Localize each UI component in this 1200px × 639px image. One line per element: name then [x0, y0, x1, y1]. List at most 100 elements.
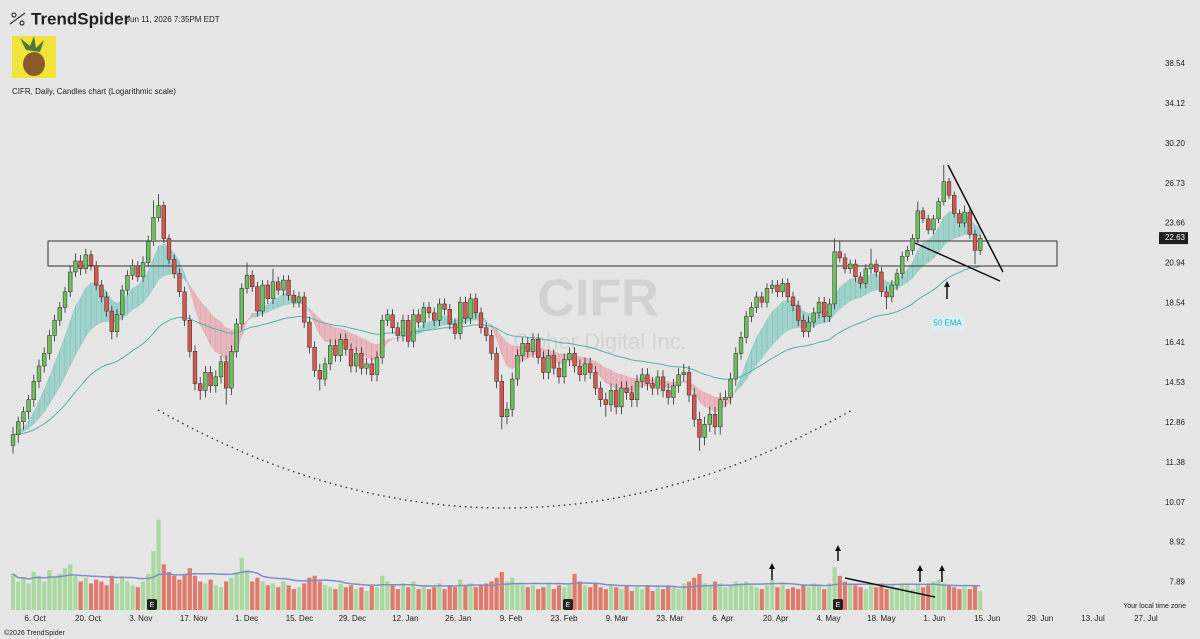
candle-body: [21, 411, 26, 423]
volume-bar: [31, 572, 36, 610]
candle-body: [328, 345, 333, 365]
volume-bar: [858, 587, 863, 610]
volume-bar: [884, 589, 889, 610]
candle-body: [88, 254, 94, 266]
candle-body: [395, 327, 400, 336]
volume-bar: [109, 575, 114, 610]
volume-bar: [920, 587, 926, 610]
volume-bar: [832, 567, 837, 610]
logo: [9, 12, 26, 26]
volume-bar: [718, 583, 723, 610]
volume-bar: [905, 585, 910, 610]
earnings-marker: E: [150, 602, 155, 609]
volume-bar: [333, 589, 338, 610]
avatar-fruit: [23, 52, 45, 76]
candle-body: [816, 301, 822, 314]
candle-body: [213, 376, 218, 387]
y-tick-label: 34.12: [1165, 99, 1186, 108]
volume-bar: [744, 581, 749, 610]
candle-body: [374, 357, 380, 375]
arrow-head: [944, 281, 950, 287]
volume-bar: [728, 585, 733, 610]
x-tick-label: 23. Feb: [550, 614, 578, 623]
candle-body: [582, 363, 588, 375]
volume-bar: [317, 581, 322, 610]
candle-body: [863, 268, 868, 284]
ema-ribbon: [704, 392, 711, 409]
x-tick-label: 3. Nov: [129, 614, 152, 623]
volume-bar: [530, 585, 536, 610]
candle-body: [551, 355, 556, 369]
x-tick-label: 23. Mar: [656, 614, 683, 623]
ema-ribbon: [85, 282, 92, 338]
volume-bar: [177, 579, 182, 610]
y-tick-label: 16.41: [1165, 338, 1186, 347]
candle-body: [598, 387, 603, 400]
volume-bar: [447, 585, 452, 610]
volume-bar: [380, 575, 385, 610]
volume-bar: [562, 587, 567, 610]
candle-body: [614, 390, 619, 408]
volume-bar: [36, 575, 42, 610]
candle-body: [697, 418, 702, 438]
volume-bar: [484, 583, 489, 610]
ema-ribbon: [210, 312, 217, 353]
volume-bar: [582, 585, 588, 610]
volume-bar: [374, 587, 380, 610]
volume-bar: [73, 575, 78, 610]
x-tick-label: 15. Jun: [974, 614, 1000, 623]
volume-bar: [68, 564, 73, 610]
timestamp: Jun 11, 2026 7:35PM EDT: [126, 15, 220, 24]
volume-bar: [603, 589, 608, 610]
candle-body: [239, 288, 244, 325]
candle-body: [905, 250, 910, 257]
candle-body: [317, 370, 322, 380]
ema-label: 50 EMA: [933, 319, 962, 328]
candle-body: [458, 301, 463, 334]
candle-body: [946, 181, 952, 196]
volume-bar: [416, 589, 421, 610]
volume-bar: [863, 589, 868, 610]
candle-body: [348, 349, 354, 367]
candle-body: [515, 355, 520, 380]
volume-layer: [10, 519, 983, 610]
ema-ribbon: [80, 287, 87, 347]
earnings-marker: E: [566, 602, 571, 609]
volume-bar: [42, 581, 47, 610]
volume-bar: [260, 581, 265, 610]
arrow-head: [835, 545, 841, 551]
volume-bar: [478, 585, 484, 610]
candle-body: [520, 343, 525, 356]
annotations: [769, 164, 1004, 598]
ema-ribbon: [839, 282, 846, 310]
x-tick-label: 6. Apr: [712, 614, 733, 623]
candle-layer: [10, 165, 983, 454]
arrow-head: [939, 565, 945, 571]
candle-body: [187, 319, 192, 352]
volume-bar: [910, 589, 915, 610]
volume-bar: [837, 575, 842, 610]
volume-bar: [442, 589, 447, 610]
candle-body: [619, 387, 624, 408]
volume-bar: [250, 581, 255, 610]
volume-bar: [624, 585, 629, 610]
volume-bar: [780, 583, 785, 610]
ema-ribbon: [220, 321, 227, 363]
trendline: [947, 164, 1004, 273]
volume-bar: [738, 583, 744, 610]
candle-body: [931, 218, 936, 231]
x-tick-label: 9. Mar: [606, 614, 629, 623]
volume-bar: [463, 585, 468, 610]
volume-bar: [962, 587, 967, 610]
candle-body: [702, 424, 707, 438]
candle-body: [161, 205, 166, 239]
x-tick-label: 26. Jan: [445, 614, 471, 623]
ema-ribbon: [771, 306, 778, 346]
candle-body: [73, 260, 78, 273]
x-tick-label: 15. Dec: [286, 614, 314, 623]
x-tick-label: 17. Nov: [180, 614, 208, 623]
candle-body: [504, 409, 510, 417]
candle-body: [978, 237, 983, 251]
x-tick-label: 4. May: [816, 614, 840, 623]
candle-body: [541, 357, 546, 373]
